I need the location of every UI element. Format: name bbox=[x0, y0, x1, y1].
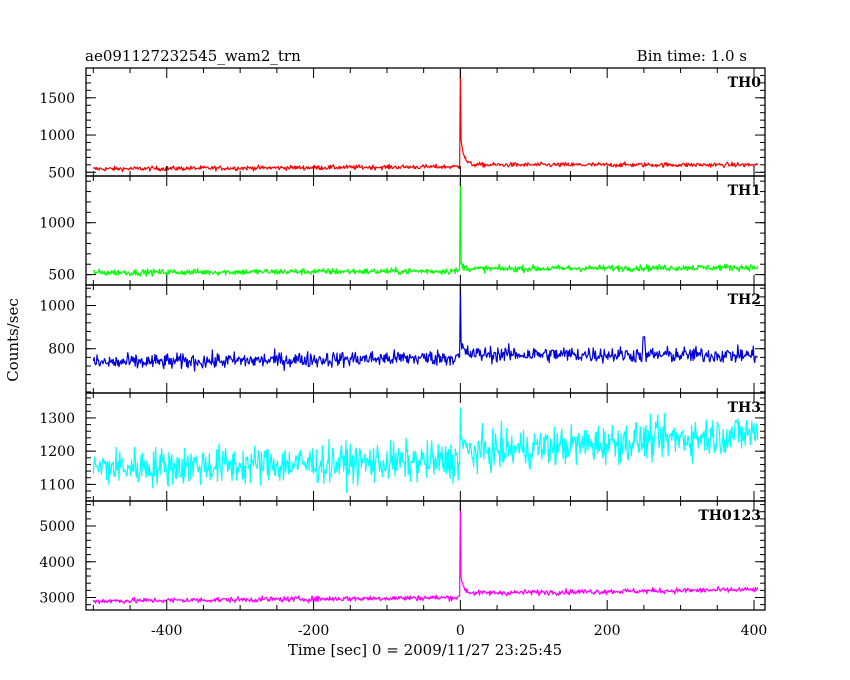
series-line-th0123 bbox=[92, 500, 759, 605]
panel-th0123: 3000 4000 5000 TH0123 bbox=[39, 500, 766, 611]
y-tick-label: 1000 bbox=[39, 299, 75, 315]
x-tick-label: 200 bbox=[594, 623, 621, 639]
bin-time-label: Bin time: 1.0 s bbox=[637, 47, 747, 65]
panel-frame bbox=[85, 67, 766, 177]
y-tick-label: 4000 bbox=[39, 555, 75, 571]
panel-frame bbox=[85, 500, 766, 611]
channel-label: TH0 bbox=[728, 75, 762, 91]
panel-frame bbox=[85, 284, 766, 394]
series-line-th2 bbox=[92, 284, 758, 372]
channel-label: TH2 bbox=[728, 292, 761, 308]
x-tick-label: 400 bbox=[741, 623, 768, 639]
y-tick-label: 1000 bbox=[39, 216, 75, 232]
y-tick-label: 3000 bbox=[39, 590, 75, 606]
panel-th1: 500 1000 TH1 bbox=[39, 175, 766, 286]
panel-th0: 500 1000 1500 TH0 bbox=[39, 67, 766, 181]
series-line-th0 bbox=[93, 67, 759, 173]
y-axis-label: Counts/sec bbox=[4, 298, 22, 382]
x-tick-label: 0 bbox=[456, 623, 465, 639]
channel-label: TH3 bbox=[728, 400, 761, 416]
y-tick-label: 1200 bbox=[39, 444, 75, 460]
series-line-th3 bbox=[92, 407, 759, 493]
panel-th3: 1100 1200 1300 TH3 bbox=[39, 392, 766, 502]
x-tick-label: -200 bbox=[298, 623, 329, 639]
chart-title: ae091127232545_wam2_trn bbox=[85, 47, 301, 65]
y-tick-label: 1300 bbox=[39, 411, 75, 427]
panels-group: 500 1000 1500 TH0 500 1000 TH1 800 1000 TH2 1100 12… bbox=[39, 67, 768, 639]
panel-th2: 800 1000 TH2 bbox=[39, 284, 766, 394]
channel-label: TH1 bbox=[728, 183, 761, 199]
y-tick-label: 800 bbox=[48, 342, 75, 358]
y-tick-label: 1100 bbox=[39, 477, 75, 493]
y-tick-label: 1500 bbox=[39, 91, 75, 107]
x-axis-label: Time [sec] 0 = 2009/11/27 23:25:45 bbox=[288, 641, 562, 659]
y-tick-label: 5000 bbox=[39, 519, 75, 535]
y-tick-label: 1000 bbox=[39, 128, 75, 144]
x-tick-label: -400 bbox=[151, 623, 182, 639]
channel-label: TH0123 bbox=[698, 508, 761, 524]
y-tick-label: 500 bbox=[48, 165, 75, 181]
y-tick-label: 500 bbox=[48, 268, 75, 284]
series-line-th1 bbox=[92, 175, 759, 277]
